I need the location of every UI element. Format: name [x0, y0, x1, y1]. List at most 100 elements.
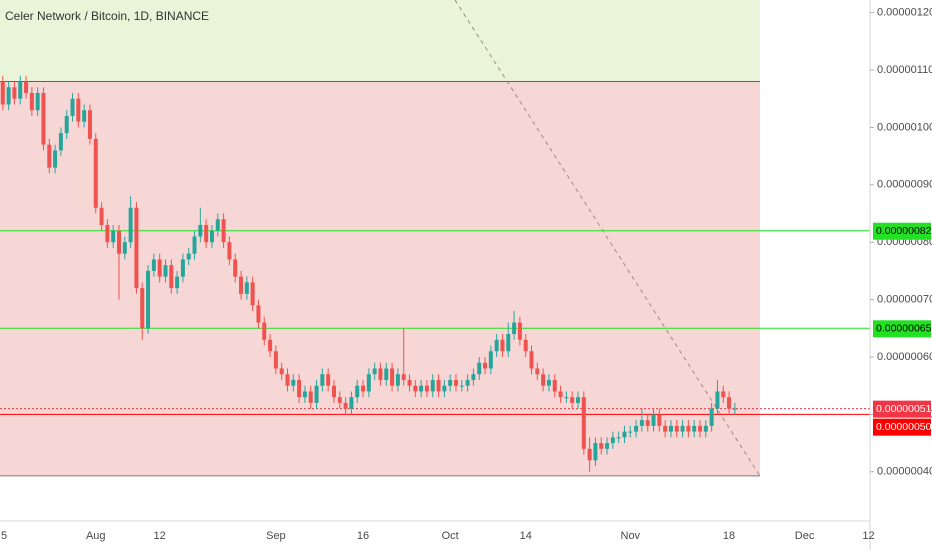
x-tick-label: 14	[520, 530, 532, 542]
levels	[0, 230, 870, 415]
candle-body	[221, 219, 226, 243]
candle-body	[18, 81, 23, 99]
candle-body	[209, 230, 214, 243]
candle-body	[105, 224, 110, 243]
candle-body	[64, 115, 69, 134]
candle-body	[355, 385, 360, 398]
candle-body	[390, 368, 395, 386]
zone	[0, 0, 760, 82]
candle-body	[581, 397, 586, 449]
candle-body	[146, 270, 151, 329]
candle-body	[686, 425, 691, 432]
candle-body	[12, 87, 17, 99]
candle-body	[442, 385, 447, 392]
candle-body	[24, 81, 29, 93]
candle-body	[459, 385, 464, 387]
candle-body	[413, 385, 418, 392]
candle-body	[663, 425, 668, 432]
candle-body	[599, 443, 604, 449]
candle-body	[523, 339, 528, 352]
candle-body	[58, 133, 63, 151]
x-tick-label: 5	[1, 530, 7, 542]
candle-body	[541, 374, 546, 386]
candle-body	[558, 391, 563, 398]
candle-body	[727, 397, 732, 409]
candle-body	[349, 397, 354, 409]
candle-body	[157, 259, 162, 277]
candle-body	[465, 379, 470, 386]
candle-body	[215, 219, 220, 231]
candle-body	[35, 92, 40, 111]
y-tick-label: 0.00000100	[877, 121, 932, 133]
candle-body	[151, 259, 156, 271]
candle-body	[506, 334, 511, 352]
candle-body	[337, 397, 342, 403]
y-tick-label: 0.00000120	[877, 7, 932, 19]
price-label: 0.00000082	[876, 225, 932, 237]
candle-body	[302, 391, 307, 398]
candle-body	[175, 276, 180, 289]
candle-body	[616, 437, 621, 439]
candle-body	[343, 402, 348, 409]
candle-body	[314, 385, 319, 403]
price-labels: 0.00000082 0.00000065 0.00000051 0.00000050	[873, 222, 932, 436]
candle-body	[6, 87, 11, 105]
price-label-box	[873, 400, 931, 418]
candle-body	[250, 282, 255, 306]
y-tick-label: 0.00000110	[877, 64, 932, 76]
candle-body	[430, 379, 435, 392]
candle-body	[419, 385, 424, 392]
candle-body	[186, 253, 191, 260]
candle-body	[407, 379, 412, 386]
chart-title: Celer Network / Bitcoin, 1D, BINANCE	[5, 9, 209, 23]
candle-body	[692, 425, 697, 432]
candle-body	[128, 207, 133, 243]
y-tick-label: 0.00000090	[877, 179, 932, 191]
candle-body	[262, 322, 267, 340]
candle-body	[552, 379, 557, 392]
candle-body	[372, 368, 377, 375]
candle-body	[180, 259, 185, 277]
candle-body	[593, 443, 598, 461]
candle-body	[674, 425, 679, 432]
candle-body	[512, 322, 517, 335]
price-label: 0.00000050	[876, 421, 932, 433]
candle-body	[645, 420, 650, 426]
candle-body	[227, 242, 232, 260]
zone	[0, 81, 760, 476]
candle-body	[239, 276, 244, 294]
candle-body	[291, 379, 296, 386]
candle-body	[192, 236, 197, 254]
candle-body	[732, 408, 737, 410]
candle-body	[436, 379, 441, 392]
candle-body	[285, 374, 290, 386]
candle-body	[477, 362, 482, 375]
candle-body	[47, 144, 52, 168]
candle-body	[576, 397, 580, 403]
candle-body	[378, 368, 383, 380]
price-label-box	[873, 418, 931, 436]
x-tick-label: Oct	[442, 530, 459, 542]
candle-body	[256, 305, 261, 323]
candle-body	[628, 431, 633, 433]
price-label-box	[873, 320, 931, 338]
candle-body	[320, 374, 325, 386]
candle-body	[639, 420, 644, 426]
candle-body	[140, 288, 145, 329]
candle-body	[326, 374, 331, 386]
candle-body	[361, 385, 366, 392]
candle-body	[117, 230, 122, 254]
candle-body	[668, 425, 673, 432]
candle-body	[204, 224, 209, 243]
trend-line	[454, 0, 761, 477]
candle-body	[273, 351, 278, 369]
candle-body	[366, 374, 371, 392]
price-label: 0.00000051	[876, 403, 932, 415]
candle-body	[198, 224, 203, 237]
x-tick-label: 16	[357, 530, 369, 542]
candle-body	[87, 110, 92, 139]
candle-body	[279, 368, 284, 375]
price-label-box	[873, 222, 931, 240]
price-label: 0.00000065	[876, 323, 932, 335]
